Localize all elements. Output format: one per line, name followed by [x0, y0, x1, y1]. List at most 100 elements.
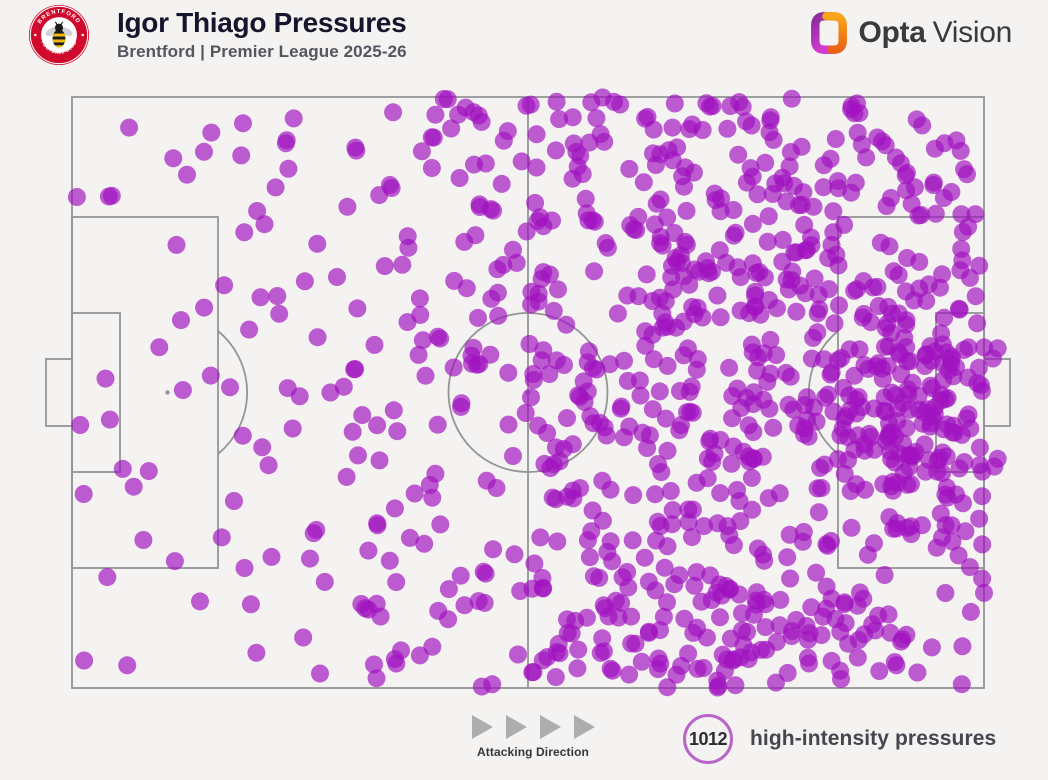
pressure-dot — [960, 558, 979, 577]
pressure-dot — [651, 517, 670, 535]
pressure-dot — [767, 632, 786, 651]
pressure-dot — [934, 189, 953, 207]
pressure-dot — [953, 251, 972, 270]
pressure-dot — [723, 409, 742, 428]
pressure-dot — [643, 325, 662, 344]
pressure-count-badge: 1012 — [683, 714, 733, 764]
pressure-dot — [708, 514, 727, 533]
pressure-dot — [191, 592, 209, 611]
pressure-dot — [661, 482, 680, 500]
pressure-dot — [663, 256, 681, 275]
pressure-dot — [165, 552, 184, 571]
pressure-dot — [943, 423, 962, 442]
pressure-dot — [240, 320, 259, 339]
pressure-dot — [294, 628, 313, 647]
pressure-dot — [709, 676, 728, 695]
pressure-dot — [658, 356, 677, 375]
pressure-dot — [968, 314, 987, 333]
attacking-direction-arrow-icon — [505, 715, 527, 739]
pressure-dot — [893, 394, 912, 412]
pressure-dot — [452, 397, 470, 416]
pressure-dot — [743, 214, 762, 233]
pressure-dot — [879, 297, 898, 316]
pressure-dot — [385, 650, 404, 669]
pressure-dot — [799, 427, 818, 446]
pressure-dot — [283, 419, 302, 438]
pressure-dot — [875, 566, 894, 584]
pressure-dot — [630, 371, 649, 390]
pressure-dot — [534, 263, 553, 282]
pressure-dot — [834, 378, 853, 397]
pressure-dot — [819, 280, 838, 299]
pressure-dot — [596, 234, 615, 253]
pressure-dot — [842, 183, 861, 202]
pressure-dot — [595, 132, 614, 151]
pressure-dot — [748, 361, 767, 380]
pressure-dot — [647, 194, 666, 213]
pressure-dot — [527, 158, 546, 177]
pressure-dot — [935, 134, 954, 153]
pressure-dot — [416, 366, 435, 385]
pressure-dot — [778, 548, 797, 567]
pressure-dot — [782, 89, 801, 108]
pressure-dot — [547, 643, 566, 662]
pressure-dot — [760, 399, 779, 418]
pressure-dot — [897, 315, 916, 334]
pressure-dot — [711, 308, 730, 327]
pressure-dot — [172, 311, 190, 330]
pressure-dot — [787, 302, 806, 321]
pressure-dot — [413, 331, 432, 350]
pressure-dot — [808, 323, 827, 342]
pressure-dot — [876, 337, 894, 356]
attacking-direction-arrows — [462, 715, 604, 739]
pressure-dot — [688, 618, 706, 637]
pressure-dot — [442, 119, 461, 138]
pressure-dot — [546, 668, 565, 687]
pressure-dot — [75, 651, 94, 670]
pressure-dot — [235, 559, 254, 577]
pressure-dot — [367, 669, 386, 688]
pressure-dot — [988, 339, 1007, 358]
pressure-dot — [922, 638, 941, 657]
pressure-dot — [858, 545, 877, 564]
pressure-dot — [646, 485, 665, 504]
pressure-dot — [248, 202, 267, 220]
pressure-dot — [968, 374, 987, 393]
pressure-dot — [375, 257, 394, 276]
pressure-dot — [866, 621, 885, 640]
pressure-dot — [405, 484, 424, 503]
pressure-dot — [469, 308, 487, 327]
left-penalty-spot — [165, 390, 170, 395]
pressure-dot — [944, 367, 963, 386]
pressure-dot — [415, 534, 434, 553]
center-circle — [447, 312, 609, 473]
attacking-direction-arrow-icon — [573, 715, 595, 739]
pressure-dot — [134, 531, 153, 549]
pressure-dot — [656, 292, 675, 311]
pressure-dot — [677, 201, 696, 220]
pressure-dot — [295, 272, 314, 291]
pressure-dot — [703, 97, 722, 115]
pressure-dot — [907, 110, 926, 129]
pressure-dot — [585, 262, 604, 281]
pressure-dot — [656, 409, 675, 428]
pressure-dot — [845, 281, 864, 300]
pressure-dot — [885, 653, 904, 672]
pressure-dot — [638, 107, 657, 126]
pressure-dot — [764, 418, 783, 437]
pressure-dot — [808, 479, 827, 498]
pressure-dot — [687, 563, 706, 582]
pressure-dot — [734, 635, 753, 654]
pressure-dot — [345, 360, 364, 379]
pressure-dot — [178, 165, 196, 184]
pressure-dot — [898, 380, 917, 399]
pressure-dot — [100, 410, 119, 429]
pressure-dot — [195, 142, 213, 161]
pressure-dot — [202, 123, 221, 142]
pressure-dot — [67, 188, 86, 206]
pressure-dot — [595, 418, 614, 437]
page-title: Igor Thiago Pressures — [117, 7, 407, 39]
pressure-dot — [924, 176, 943, 194]
pressure-dot — [692, 592, 711, 611]
pressure-dot — [622, 634, 641, 653]
